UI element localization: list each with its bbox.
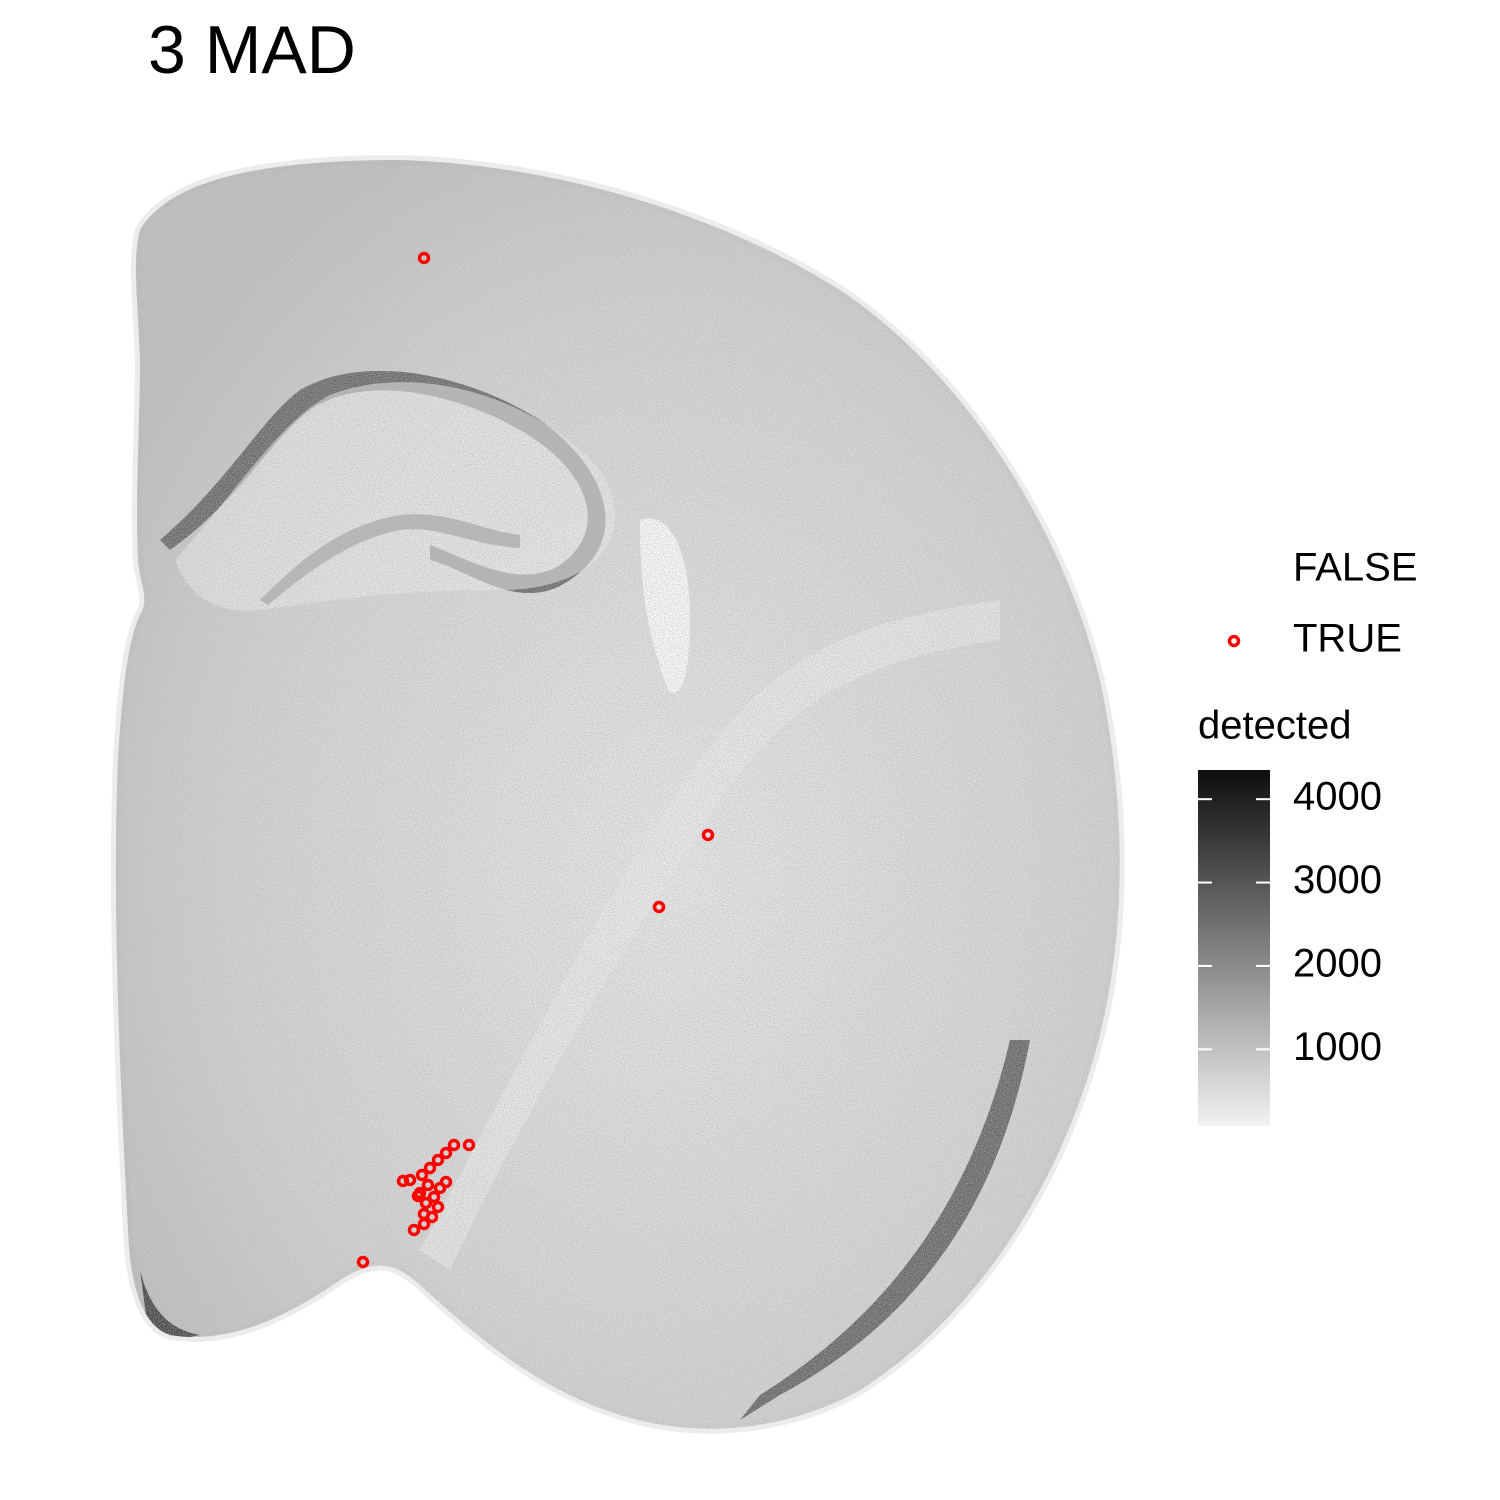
chart-title: 3 MAD xyxy=(148,12,356,88)
colorbar xyxy=(1198,770,1270,1126)
legend-symbol xyxy=(1227,634,1241,648)
colorbar-tick-label: 3000 xyxy=(1293,858,1382,902)
legend: FALSE TRUE detected 1000 2000 3000 4000 xyxy=(1198,546,1418,1126)
colorbar-tick-label: 4000 xyxy=(1293,775,1382,819)
legend-label: TRUE xyxy=(1293,617,1402,661)
colorbar-tick-label: 2000 xyxy=(1293,941,1382,985)
outlier-points xyxy=(356,251,715,1269)
colorbar-title: detected xyxy=(1198,704,1351,748)
legend-label: FALSE xyxy=(1293,546,1418,590)
colorbar-tick-label: 1000 xyxy=(1293,1025,1382,1069)
tissue xyxy=(100,150,1140,1450)
